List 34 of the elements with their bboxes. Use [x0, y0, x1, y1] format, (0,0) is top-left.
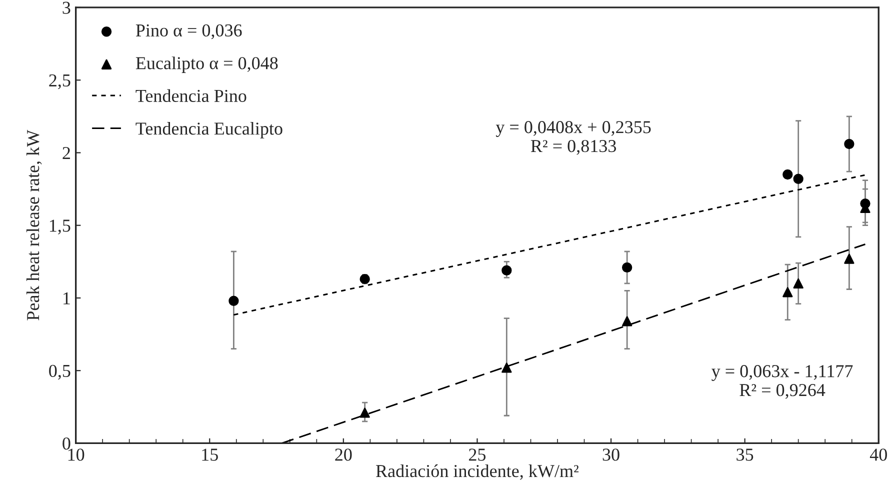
legend-label: Eucalipto α = 0,048	[136, 56, 278, 73]
y-tick-label: 2,5	[49, 74, 70, 90]
point	[622, 262, 632, 273]
y-tick-label: 1	[64, 292, 70, 304]
y-tick-label: 2	[62, 147, 70, 159]
y-axis-title: Peak heat release rate, kW	[26, 130, 42, 320]
legend-label: Tendencia Pino	[136, 89, 246, 102]
x-tick-label: 20	[335, 448, 352, 461]
x-tick-label: 10	[68, 448, 84, 461]
y-tick-label: 1,5	[50, 220, 70, 234]
point	[502, 362, 512, 373]
point	[502, 265, 512, 276]
point	[844, 254, 854, 264]
x-axis-title: Radiación incidente, kW/m²	[376, 464, 579, 480]
point	[622, 316, 632, 326]
point	[228, 296, 239, 306]
x-tick-label: 25	[468, 448, 486, 461]
y-tick-label: 3	[62, 2, 70, 14]
y-tick-label: 0,5	[49, 364, 70, 380]
annotation: y = 0,063x - 1,1177 R² = 0,9264	[712, 365, 853, 399]
point	[793, 278, 804, 289]
x-tick-label: 40	[870, 448, 887, 461]
point	[782, 287, 793, 298]
x-tick-label: 35	[736, 448, 754, 461]
point	[360, 408, 370, 418]
point	[793, 174, 804, 184]
annotation: y = 0,0408x + 0,2355 R² = 0,8133	[496, 121, 651, 155]
point	[782, 169, 793, 180]
legend-label: Tendencia Eucalipto	[136, 122, 282, 138]
x-tick-label: 30	[602, 448, 620, 461]
point	[844, 138, 854, 150]
x-tick-label: 15	[202, 448, 218, 461]
y-tick-label: 0	[62, 437, 70, 450]
legend-label: Pino α = 0,036	[136, 24, 242, 40]
